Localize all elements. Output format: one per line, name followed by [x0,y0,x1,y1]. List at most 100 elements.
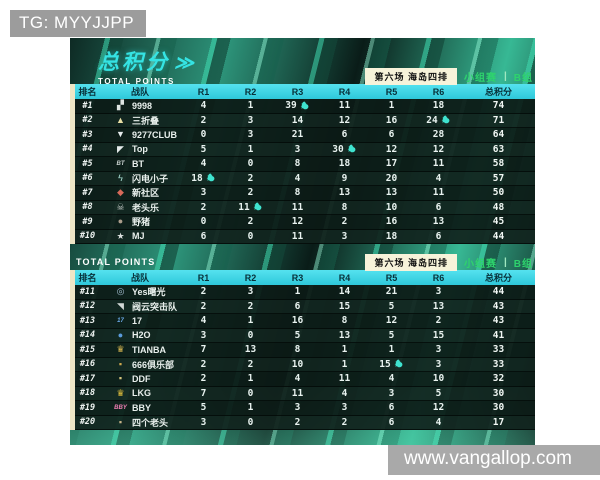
team-row: #10 ★ MJ 6 0 11 3 18 6 44 [75,229,535,244]
round-score-cell: 1 [274,286,321,297]
round-score-cell: 3 [368,388,415,399]
team-cell: ▲ 三折叠 [100,114,180,127]
team-cell: ϟ 闪电小子 [100,172,180,185]
round-score-cell: 16 [368,216,415,227]
column-header: 总积分 [484,87,512,97]
round-score-value: 12 [291,216,304,228]
round-score-value: 1 [247,402,254,414]
team-logo-icon: ◥ [117,300,124,311]
round-score-cell: 0 [227,158,274,169]
round-score-cell: 4 [274,373,321,384]
rank-cell: #5 [75,159,100,169]
rank-cell: #1 [75,101,100,111]
round-score-value: 10 [291,358,304,370]
round-score-value: 1 [294,286,301,298]
round-score-value: 3 [341,402,348,414]
team-cell: ♛ LKG [100,388,180,398]
rank-cell: #12 [75,301,100,311]
header-row: 排名 战队 R1 R2 R3 R4 R5 R6 总积分 [70,84,535,99]
total-score-cell: 58 [492,158,505,170]
team-cell: ● H2O [100,330,180,340]
team-row: #13 17 17 4 1 16 8 12 2 43 [75,314,535,329]
round-score-cell: 1 [321,344,368,355]
team-logo-icon: 17 [117,317,124,324]
team-row: #1 ▞ 9998 4 1 39 11 1 18 74 [75,99,535,114]
round-score-cell: 11 [321,100,368,111]
round-score-value: 4 [388,373,395,385]
round-score-value: 2 [341,216,348,228]
round-score-cell: 12 [368,315,415,326]
team-logo-icon: ● [117,329,124,340]
round-score-cell: 10 [368,202,415,213]
round-score-value: 6 [388,129,395,141]
round-score-value: 3 [435,344,442,356]
round-score-value: 1 [388,100,395,112]
round-score-cell: 4 [368,373,415,384]
round-score-value: 0 [247,158,254,170]
team-cell: ● 野猪 [100,215,180,228]
round-score-value: 24 [426,114,438,126]
round-score-value: 2 [247,216,254,228]
round-score-value: 13 [432,216,445,228]
team-cell: ◥ 阀云突击队 [100,300,180,313]
team-row: #17 ▪ DDF 2 1 4 11 4 10 32 [75,372,535,387]
round-score-value: 13 [385,187,398,199]
rank-cell: #18 [75,388,100,398]
team-logo-icon: ▪ [118,373,123,384]
round-score-cell: 2 [180,286,227,297]
round-score-cell: 10 [274,359,321,370]
chicken-winner-icon [441,115,450,124]
team-row: #14 ● H2O 3 0 5 13 5 15 41 [75,328,535,343]
scoreboard-screenshot: 总积分 ≫ TOTAL POINTS 第六场 海岛四排 小组赛 | B组 排名 战队… [70,38,535,445]
round-score-value: 6 [341,129,348,141]
round-score-value: 21 [385,286,398,298]
round-score-cell: 3 [227,129,274,140]
round-score-cell: 3 [415,344,462,355]
team-name: 老头乐 [132,202,160,213]
round-score-cell: 18 [415,100,462,111]
team-cell: ♛ TIANBA [100,345,180,355]
round-score-value: 6 [435,201,442,213]
rank-cell: #11 [75,287,100,297]
rank-label: #20 [79,417,96,428]
round-score-value: 4 [200,158,207,170]
round-score-cell: 8 [321,202,368,213]
team-name: 阀云突击队 [132,301,178,312]
team-name: 闪电小子 [132,173,169,184]
round-score-cell: 4 [415,173,462,184]
round-score-value: 2 [294,416,301,428]
group-label: B组 [513,72,533,84]
total-score-cell: 30 [492,387,505,399]
round-score-value: 2 [200,201,207,213]
team-name: 野猪 [132,217,151,228]
round-score-cell: 20 [368,173,415,184]
round-score-value: 15 [432,329,445,341]
round-score-cell: 11 [274,231,321,242]
round-score-cell: 12 [415,402,462,413]
round-score-value: 11 [338,373,351,385]
round-score-cell: 3 [227,286,274,297]
header-row: 排名 战队 R1 R2 R3 R4 R5 R6 总积分 [70,270,535,285]
column-header: 排名 [78,87,97,97]
total-score-cell: 41 [492,329,505,341]
round-score-value: 12 [385,315,398,327]
total-score-cell: 44 [492,286,505,298]
column-header: R2 [244,272,257,283]
team-cell: BBY BBY [100,403,180,413]
round-score-cell: 3 [321,231,368,242]
round-score-cell: 11 [274,202,321,213]
round-score-cell: 30 [321,144,368,155]
team-row: #11 ◎ Yes曙光 2 3 1 14 21 3 44 [75,285,535,300]
column-header: R3 [291,86,304,97]
title-arrow-icon: ≫ [174,53,194,74]
round-score-cell: 18 [180,173,227,184]
round-score-value: 18 [338,158,351,170]
column-header: R1 [197,86,210,97]
round-score-value: 11 [291,201,304,213]
round-score-cell: 18 [368,231,415,242]
team-name: 9277CLUB [132,129,178,140]
round-score-cell: 2 [227,173,274,184]
team-logo-icon: ♛ [116,387,125,398]
round-score-value: 14 [291,114,304,126]
round-score-cell: 4 [180,315,227,326]
